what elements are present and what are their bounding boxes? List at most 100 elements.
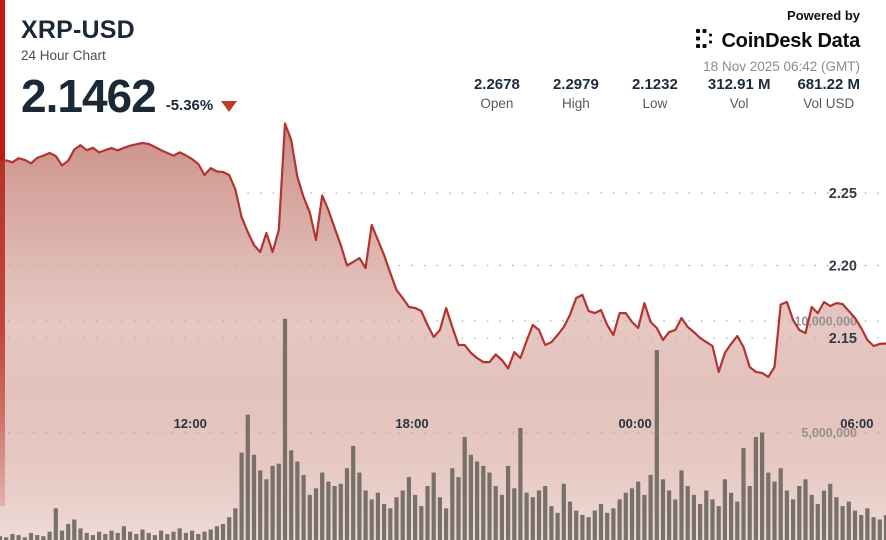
stat-value: 2.1232 [631,76,678,93]
volume-bar [444,508,449,540]
volume-bar [809,494,814,540]
volume-bar [41,536,46,540]
volume-bar [760,432,765,540]
volume-bar [53,508,58,540]
time-axis-label: 06:00 [840,416,873,431]
volume-bar [623,492,628,540]
volume-bar [462,437,467,540]
volume-bar [220,523,226,540]
volume-bar [90,535,95,540]
volume-bar [821,490,827,540]
price-area-fill [0,123,886,540]
volume-bar [245,414,250,540]
volume-bar [351,445,356,540]
volume-bar [598,503,604,540]
volume-bar [128,531,133,540]
volume-bar [747,486,752,540]
volume-bar [109,530,114,540]
volume-bar [251,454,257,540]
volume-bar [134,534,139,540]
volume-bar [177,528,182,540]
ohlc-stats-row: 2.2678 Open 2.2979 High 2.1232 Low 312.9… [471,76,860,111]
stat-open: 2.2678 Open [471,76,523,111]
stat-high: 2.2979 High [550,76,602,111]
volume-bar [852,510,858,540]
volume-bar [152,535,157,540]
volume-bar [654,350,659,540]
volume-bar [487,472,492,540]
volume-bar [282,318,288,540]
volume-bar [375,492,380,540]
volume-bar [183,532,188,540]
volume-bar [28,532,34,540]
volume-bar [165,534,170,540]
volume-bar [171,531,176,540]
volume-bar [784,490,789,540]
volume-bar [549,506,554,540]
volume-bar [425,486,430,540]
stat-label: Vol [729,96,749,111]
volume-bar [121,526,126,540]
volume-bar [543,486,548,540]
volume-bar [146,532,151,540]
volume-bar [400,490,405,540]
chart-subtitle: 24 Hour Chart [21,48,106,63]
volume-bars [0,318,886,540]
volume-bar [766,472,771,540]
volume-bar [10,534,15,540]
volume-bar [326,481,331,540]
volume-bar [778,468,783,540]
price-line [0,122,886,378]
volume-bar [406,477,411,540]
volume-bar [388,508,393,540]
volume-bar [382,503,387,540]
volume-bar [574,510,579,540]
volume-bar [636,481,641,540]
coindesk-logo[interactable]: CoinDesk Data [696,29,860,53]
volume-bar [877,519,882,540]
volume-bar [78,528,83,540]
stat-label: Low [642,96,668,111]
time-axis-label: 18:00 [395,416,428,431]
axis-labels: 10,000,000 5,000,000 2.25 2.20 2.15 12:00 18:0… [174,186,874,440]
volume-axis-label: 5,000,000 [801,426,857,440]
volume-bar [679,470,684,540]
volume-bar [214,526,219,540]
time-axis-label: 12:00 [174,416,207,431]
volume-bar [828,483,833,540]
timestamp: 18 Nov 2025 06:42 (GMT) [703,59,860,74]
volume-bar [84,532,89,540]
volume-bar [159,530,164,540]
volume-bar [475,461,480,540]
volume-bar [834,497,839,540]
volume-bar [35,535,40,540]
volume-bar [332,486,337,540]
volume-bar [307,494,312,540]
volume-bar [710,499,715,540]
volume-bar [753,437,758,540]
volume-bar [258,470,263,540]
volume-bar [617,499,622,540]
volume-bar [735,501,740,540]
stat-label: Vol USD [803,96,855,111]
stat-low: 2.1232 Low [629,76,681,111]
volume-bar [871,517,876,540]
volume-bar [698,503,703,540]
volume-bar [66,523,71,540]
volume-bar [673,499,678,540]
volume-bar [648,474,653,540]
volume-bar [419,506,424,540]
volume-bar [227,517,232,540]
volume-bar [716,506,721,540]
volume-bar [338,483,343,540]
stat-value: 2.2678 [473,76,520,93]
volume-bar [276,463,281,540]
coindesk-logo-text: CoinDesk Data [721,29,860,52]
volume-bar [357,472,362,540]
volume-bar [190,530,195,540]
stat-value: 2.2979 [552,76,599,93]
volume-bar [729,492,734,540]
volume-bar [344,468,350,540]
volume-bar [518,428,523,540]
